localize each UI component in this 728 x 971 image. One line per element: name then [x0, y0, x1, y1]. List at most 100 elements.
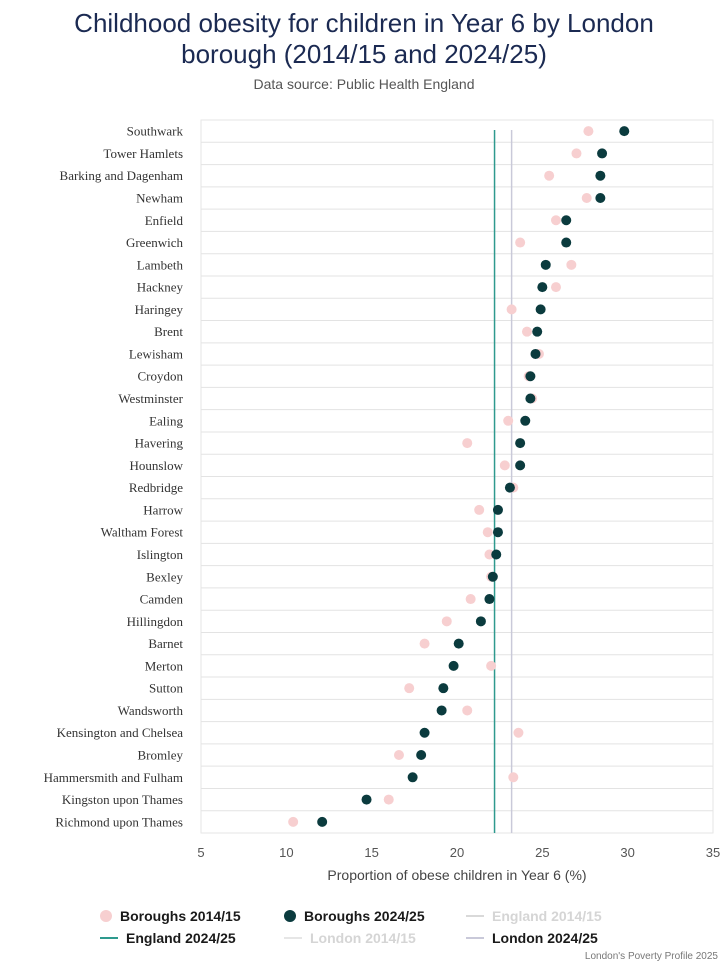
footer-credit: London's Poverty Profile 2025 [584, 951, 718, 962]
dot-boroughs-2014 [419, 638, 430, 649]
dot-boroughs-2024 [561, 237, 572, 248]
legend-swatch-london-2014 [284, 937, 302, 939]
legend-swatch-boroughs-2014 [100, 910, 112, 922]
category-label: Havering [135, 436, 184, 451]
dot-boroughs-2024 [530, 348, 541, 359]
chart-legend: Boroughs 2014/15 Boroughs 2024/25 Englan… [0, 908, 728, 950]
chart-title-line-2: borough (2014/15 and 2024/25) [181, 39, 547, 69]
legend-item-england-2024: England 2024/25 [100, 930, 236, 946]
dot-boroughs-2014 [583, 126, 594, 137]
category-label: Southwark [127, 124, 184, 139]
dot-boroughs-2024 [525, 371, 536, 382]
dot-boroughs-2024 [520, 415, 531, 426]
dot-boroughs-2014 [404, 683, 415, 694]
legend-item-london-2024: London 2024/25 [466, 930, 598, 946]
legend-label-england-2024: England 2024/25 [126, 930, 236, 946]
dot-boroughs-2024 [407, 772, 418, 783]
x-tick-label: 30 [620, 845, 634, 860]
dot-boroughs-2024 [532, 326, 543, 337]
dot-boroughs-2024 [504, 482, 515, 493]
dot-boroughs-2024 [540, 259, 551, 270]
category-label: Hillingdon [127, 614, 184, 629]
category-label: Westminster [118, 391, 183, 406]
dot-boroughs-2014 [288, 816, 299, 827]
dot-boroughs-2024 [515, 438, 526, 449]
dot-boroughs-2024 [492, 527, 503, 538]
dot-boroughs-2014 [465, 594, 476, 605]
x-tick-label: 35 [706, 845, 720, 860]
category-label: Enfield [145, 213, 184, 228]
category-label: Brent [154, 324, 183, 339]
legend-item-england-2014: England 2014/15 [466, 908, 602, 924]
category-label: Richmond upon Thames [55, 814, 183, 829]
legend-item-london-2014: London 2014/15 [284, 930, 416, 946]
chart-title: Childhood obesity for children in Year 6… [0, 8, 728, 70]
legend-label-boroughs-2024: Boroughs 2024/25 [304, 908, 425, 924]
category-label: Harrow [143, 502, 183, 517]
category-label: Ealing [149, 413, 183, 428]
category-label: Haringey [135, 302, 184, 317]
category-label: Wandsworth [118, 703, 184, 718]
x-axis-title: Proportion of obese children in Year 6 (… [327, 867, 586, 883]
legend-swatch-england-2024 [100, 937, 118, 939]
dot-plot-chart: 5 10 15 20 25 30 35 Proportion of obese childre… [44, 119, 720, 883]
x-tick-label: 5 [197, 845, 204, 860]
category-label: Hounslow [130, 458, 184, 473]
category-label: Lambeth [137, 257, 184, 272]
dot-boroughs-2024 [537, 282, 548, 293]
category-label: Greenwich [126, 235, 184, 250]
legend-item-boroughs-2014: Boroughs 2014/15 [100, 908, 241, 924]
x-tick-label: 25 [535, 845, 549, 860]
dot-boroughs-2014 [550, 215, 561, 226]
category-label: Bromley [138, 748, 184, 763]
dot-boroughs-2024 [492, 504, 503, 515]
category-label: Hammersmith and Fulham [44, 770, 183, 785]
dot-boroughs-2014 [503, 415, 514, 426]
legend-swatch-london-2024 [466, 937, 484, 939]
dot-boroughs-2024 [595, 170, 606, 181]
dot-boroughs-2014 [462, 438, 473, 449]
dot-boroughs-2014 [521, 326, 532, 337]
category-label: Kingston upon Thames [62, 792, 183, 807]
dot-boroughs-2014 [571, 148, 582, 159]
dot-boroughs-2024 [475, 616, 486, 627]
dot-boroughs-2024 [561, 215, 572, 226]
category-label: Merton [145, 658, 184, 673]
legend-swatch-england-2014 [466, 915, 484, 917]
x-tick-label: 10 [279, 845, 293, 860]
dot-boroughs-2024 [484, 594, 495, 605]
dot-boroughs-2014 [462, 705, 473, 716]
dot-boroughs-2024 [361, 794, 372, 805]
category-label: Bexley [146, 569, 183, 584]
dot-boroughs-2024 [416, 750, 427, 761]
legend-label-london-2024: London 2024/25 [492, 930, 598, 946]
category-label: Redbridge [129, 480, 183, 495]
dot-boroughs-2014 [383, 794, 394, 805]
category-label: Croydon [138, 369, 184, 384]
dot-boroughs-2014 [486, 660, 497, 671]
x-tick-label: 15 [364, 845, 378, 860]
legend-label-london-2014: London 2014/15 [310, 930, 416, 946]
chart-title-line-1: Childhood obesity for children in Year 6… [74, 8, 654, 38]
dot-boroughs-2024 [597, 148, 608, 159]
legend-item-boroughs-2024: Boroughs 2024/25 [284, 908, 425, 924]
dot-boroughs-2014 [482, 527, 493, 538]
legend-label-england-2014: England 2014/15 [492, 908, 602, 924]
dot-boroughs-2014 [544, 170, 555, 181]
dot-boroughs-2024 [317, 816, 328, 827]
dot-boroughs-2024 [535, 304, 546, 315]
dot-boroughs-2014 [550, 282, 561, 293]
dot-boroughs-2014 [513, 727, 524, 738]
dot-boroughs-2014 [515, 237, 526, 248]
category-label: Newham [136, 190, 183, 205]
category-label: Barking and Dagenham [60, 168, 183, 183]
category-label: Hackney [137, 280, 184, 295]
dot-boroughs-2014 [393, 750, 404, 761]
dot-boroughs-2024 [448, 660, 459, 671]
dot-boroughs-2024 [515, 460, 526, 471]
category-label: Tower Hamlets [103, 146, 183, 161]
dot-boroughs-2014 [474, 504, 485, 515]
category-label: Camden [140, 592, 184, 607]
dot-boroughs-2014 [581, 192, 592, 203]
dot-boroughs-2024 [487, 571, 498, 582]
